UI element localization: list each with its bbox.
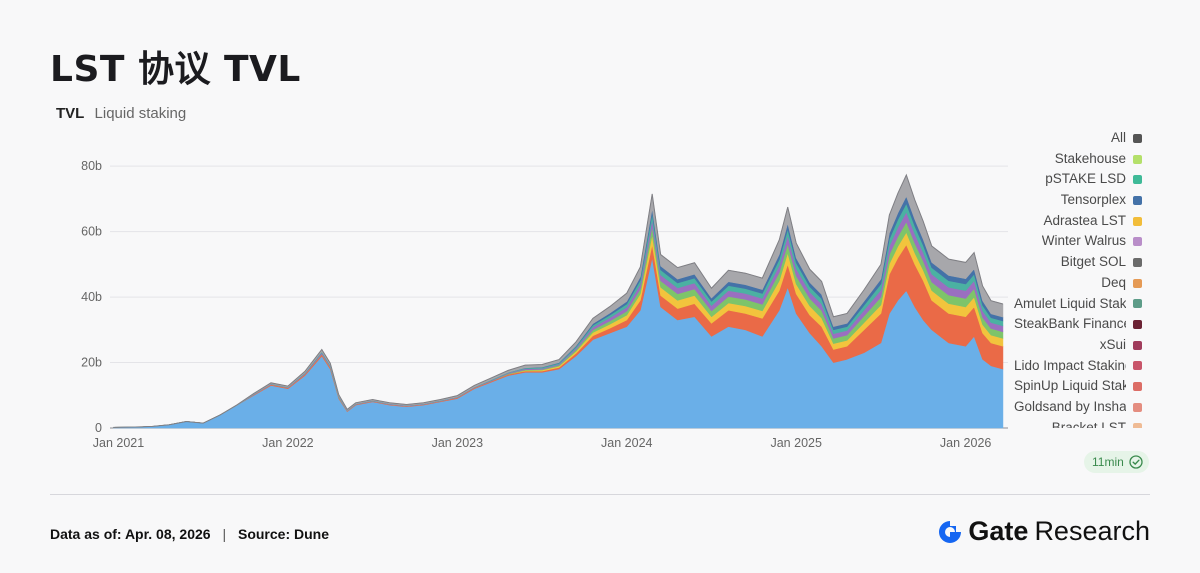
y-tick-label: 40b <box>81 290 102 304</box>
legend-label: Stakehouse <box>1054 150 1126 166</box>
legend-swatch <box>1133 402 1142 412</box>
legend-label: Goldsand by Insha <box>1014 398 1126 414</box>
subtitle-category: Liquid staking <box>94 105 187 122</box>
legend-item[interactable]: pSTAKE LSD <box>942 169 1142 190</box>
x-tick-label: Jan 2023 <box>432 436 483 450</box>
footer-divider <box>50 494 1150 495</box>
legend-label: Tensorplex <box>1060 192 1126 208</box>
legend-item[interactable]: Winter Walrus <box>942 231 1142 252</box>
legend-swatch <box>1133 216 1142 226</box>
legend-label: SteakBank Finance <box>1014 316 1126 332</box>
legend-swatch <box>1133 361 1142 371</box>
legend-item[interactable]: Stakehouse <box>942 149 1142 170</box>
legend-item[interactable]: xSui <box>942 335 1142 356</box>
legend-label: Bracket LST <box>1051 419 1126 428</box>
y-tick-label: 20b <box>81 356 102 370</box>
legend-swatch <box>1133 423 1142 428</box>
legend-label: Winter Walrus <box>1041 233 1126 249</box>
subtitle-metric: TVL <box>56 105 85 122</box>
legend-item[interactable]: SpinUp Liquid Staking <box>942 376 1142 397</box>
legend-item[interactable]: SteakBank Finance <box>942 314 1142 335</box>
chart-legend[interactable]: All Stakehouse pSTAKE LSD Tensorplex Adraste… <box>942 128 1142 428</box>
y-tick-label: 80b <box>81 159 102 173</box>
y-tick-label: 0 <box>95 421 102 435</box>
legend-item[interactable]: Bracket LST <box>942 418 1142 428</box>
brand-suffix: Research <box>1034 516 1150 546</box>
legend-item[interactable]: Tensorplex <box>942 190 1142 211</box>
x-tick-label: Jan 2021 <box>93 436 144 450</box>
chart-subtitle: TVL Liquid staking <box>56 105 186 122</box>
legend-item[interactable]: Lido Impact Staking <box>942 356 1142 377</box>
x-tick-label: Jan 2025 <box>770 436 821 450</box>
legend-label: SpinUp Liquid Staking <box>1014 378 1126 394</box>
legend-label: pSTAKE LSD <box>1045 171 1126 187</box>
data-date: Data as of: Apr. 08, 2026 <box>50 526 211 542</box>
y-tick-label: 60b <box>81 225 102 239</box>
legend-swatch <box>1133 237 1142 247</box>
legend-label: Deq <box>1101 274 1126 290</box>
gate-logo-icon <box>939 520 962 543</box>
refresh-badge[interactable]: 11min <box>1084 451 1149 473</box>
x-tick-label: Jan 2026 <box>940 436 991 450</box>
legend-item[interactable]: Bitget SOL <box>942 252 1142 273</box>
brand-name: Gate <box>968 516 1029 546</box>
legend-item[interactable]: Amulet Liquid Staking <box>942 294 1142 315</box>
legend-swatch <box>1133 195 1142 205</box>
legend-swatch <box>1133 340 1142 350</box>
legend-item[interactable]: Adrastea LST <box>942 211 1142 232</box>
legend-swatch <box>1133 133 1142 143</box>
legend-swatch <box>1133 278 1142 288</box>
legend-label: xSui <box>1099 336 1126 352</box>
check-circle-icon <box>1129 455 1143 469</box>
footer-separator: | <box>222 526 227 542</box>
legend-swatch <box>1133 257 1142 267</box>
tvl-area-chart: 0 20b 40b 60b 80b Jan 2021 Jan 2022 Jan 2023 Jan… <box>81 159 1008 450</box>
x-tick-label: Jan 2024 <box>601 436 652 450</box>
total-outline <box>113 173 1004 428</box>
legend-swatch <box>1133 320 1142 330</box>
footer-info: Data as of: Apr. 08, 2026 | Source: Dune <box>50 526 329 542</box>
data-source: Source: Dune <box>237 526 329 542</box>
legend-label: Adrastea LST <box>1043 212 1126 228</box>
legend-swatch <box>1133 299 1142 309</box>
legend-item[interactable]: Goldsand by Insha <box>942 397 1142 418</box>
legend-label: Bitget SOL <box>1060 254 1126 270</box>
legend-item[interactable]: All <box>942 128 1142 149</box>
brand-logo: Gate Research <box>937 516 1150 547</box>
legend-label: All <box>1110 130 1126 145</box>
refresh-time: 11min <box>1092 455 1124 469</box>
x-tick-label: Jan 2022 <box>262 436 313 450</box>
legend-swatch <box>1133 154 1142 164</box>
legend-swatch <box>1133 175 1142 185</box>
legend-label: Amulet Liquid Staking <box>1014 295 1126 311</box>
legend-label: Lido Impact Staking <box>1014 357 1126 373</box>
legend-item[interactable]: Deq <box>942 273 1142 294</box>
page-title: LST 协议 TVL <box>50 49 301 90</box>
legend-swatch <box>1133 382 1142 392</box>
